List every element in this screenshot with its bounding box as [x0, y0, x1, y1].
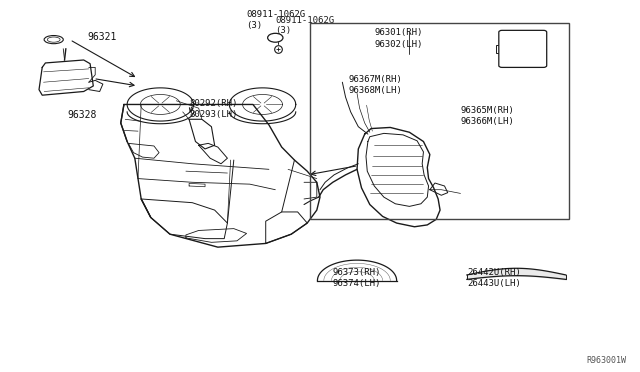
Text: 96367M(RH)
96368M(LH): 96367M(RH) 96368M(LH)	[349, 75, 403, 95]
Text: 96373(RH)
96374(LH): 96373(RH) 96374(LH)	[333, 267, 381, 288]
Bar	[310, 23, 569, 219]
Circle shape	[268, 33, 283, 42]
Text: 96365M(RH)
96366M(LH): 96365M(RH) 96366M(LH)	[461, 106, 515, 126]
FancyBboxPatch shape	[499, 31, 547, 67]
Bar	[495, 45, 502, 52]
Text: 96301(RH)
96302(LH): 96301(RH) 96302(LH)	[374, 29, 422, 49]
Text: N: N	[272, 33, 278, 42]
Text: 08911-1062G
(3): 08911-1062G (3)	[275, 16, 335, 35]
Text: R963001W: R963001W	[586, 356, 627, 365]
Text: 08911-1062G
(3): 08911-1062G (3)	[246, 10, 306, 30]
Text: 96321: 96321	[87, 32, 116, 42]
Text: 96328: 96328	[68, 110, 97, 120]
Text: 80292(RH)
80293(LH): 80292(RH) 80293(LH)	[189, 99, 237, 119]
Text: 26442U(RH)
26443U(LH): 26442U(RH) 26443U(LH)	[467, 267, 520, 288]
